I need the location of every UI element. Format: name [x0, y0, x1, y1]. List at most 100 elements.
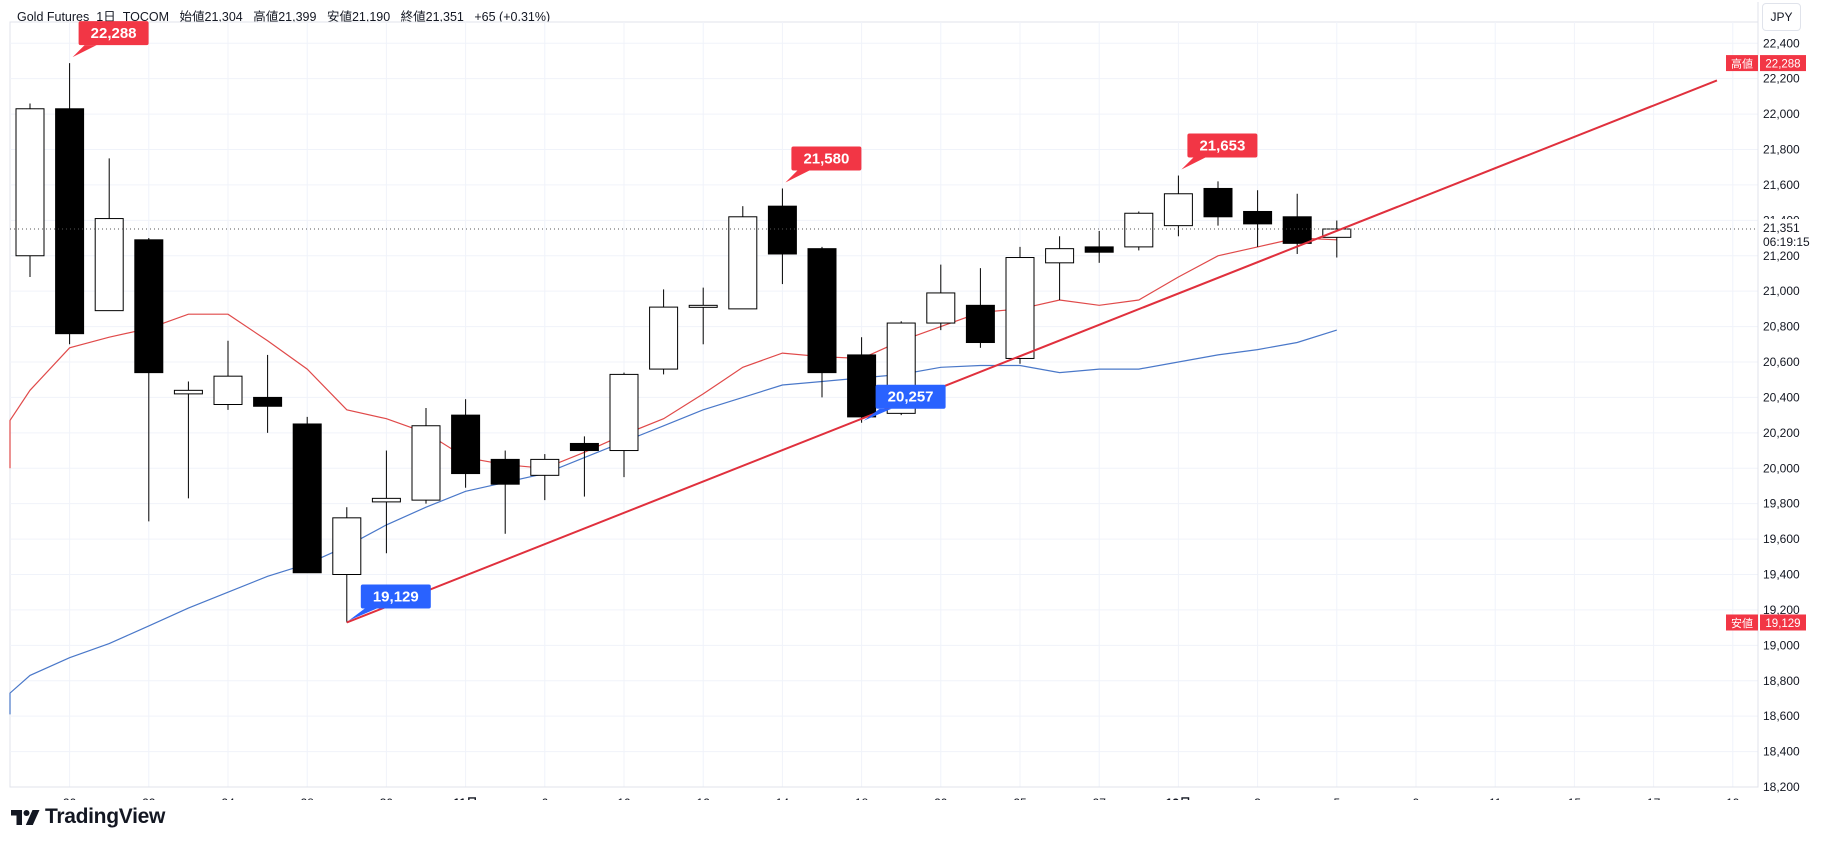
y-tick-label: 21,200 [1763, 249, 1800, 263]
axis-high-tag-label: 高値 [1731, 57, 1753, 71]
y-tick-label: 22,000 [1763, 107, 1800, 121]
candle-body [767, 205, 797, 255]
candle-body [728, 216, 758, 310]
countdown-timer: 06:19:15 [1763, 235, 1810, 249]
axis-low-badge-value: 19,129 [1765, 618, 1800, 630]
tradingview-brand[interactable]: TradingView [11, 805, 165, 829]
interval-label[interactable]: 1日 [96, 10, 116, 24]
low-callout-label: 19,129 [373, 588, 419, 605]
x-tick-label: 14 [776, 796, 790, 800]
x-tick-label: 15 [1568, 796, 1582, 800]
x-tick-label: 12 [697, 796, 711, 800]
x-tick-label: 10 [617, 796, 631, 800]
candle-body [451, 414, 481, 475]
ohlc-low: 安値21,190 [326, 10, 391, 24]
candle-body [1124, 212, 1154, 248]
x-tick-label: 20 [63, 796, 77, 800]
low-callout-label: 20,257 [888, 389, 934, 406]
ma-short-line [9, 237, 1337, 469]
candle-body [15, 108, 45, 257]
x-tick-label: 18 [855, 796, 869, 800]
low-callout-pointer [863, 408, 892, 421]
y-tick-label: 18,400 [1763, 745, 1800, 759]
x-tick-label: 5 [1333, 796, 1340, 800]
high-callout-pointer [72, 45, 97, 58]
tradingview-logo-icon [11, 810, 40, 825]
ohlc-high: 高値21,399 [253, 10, 317, 24]
candle-body [94, 218, 124, 312]
y-tick-label: 21,800 [1763, 143, 1800, 157]
ohlc-open: 始値21,304 [179, 10, 243, 24]
axis-high-badge-value: 22,288 [1765, 59, 1800, 71]
axis-low-tag [1726, 614, 1758, 631]
candle-body [134, 239, 164, 374]
candle-body [1203, 187, 1233, 218]
y-tick-label: 20,600 [1763, 355, 1800, 369]
candle-body [213, 375, 243, 405]
low-callout-box [875, 384, 946, 409]
candle-body [847, 354, 877, 418]
candle-body [1163, 193, 1193, 227]
x-tick-label: 20 [934, 796, 948, 800]
y-tick-label: 19,800 [1763, 497, 1800, 511]
y-tick-label: 21,000 [1763, 284, 1800, 298]
ma-long-line [9, 329, 1337, 715]
candle-body [253, 396, 283, 407]
y-tick-label: 20,400 [1763, 390, 1800, 404]
y-tick-label: 20,000 [1763, 461, 1800, 475]
candle-body [1243, 210, 1273, 225]
x-tick-label: 19 [1726, 796, 1740, 800]
y-tick-label: 22,200 [1763, 72, 1800, 86]
candle-body [371, 497, 401, 503]
candle-body [1045, 248, 1075, 264]
y-tick-label: 21,600 [1763, 178, 1800, 192]
candle-body [55, 108, 85, 335]
y-tick-label: 20,800 [1763, 320, 1800, 334]
trendline [346, 79, 1718, 624]
x-tick-label: 3 [1254, 796, 1261, 800]
y-tick-label: 22,400 [1763, 36, 1800, 50]
x-tick-label: 11月 [453, 796, 478, 800]
last-price-value: 21,351 [1763, 221, 1800, 235]
high-callout-box [791, 146, 862, 171]
high-callout-label: 21,653 [1199, 138, 1245, 155]
x-tick-label: 6 [541, 796, 548, 800]
x-tick-label: 27 [1093, 796, 1107, 800]
y-tick-label: 19,200 [1763, 603, 1800, 617]
y-tick-label: 18,800 [1763, 674, 1800, 688]
y-tick-label: 18,200 [1763, 780, 1800, 794]
x-tick-label: 9 [1413, 796, 1420, 800]
candle-body [490, 458, 520, 485]
symbol-name[interactable]: Gold Futures [17, 10, 90, 24]
candle-body [609, 373, 639, 452]
axis-high-tag [1726, 55, 1758, 72]
exchange-label: TOCOM [122, 10, 170, 24]
x-tick-label: 17 [1647, 796, 1661, 800]
brand-name: TradingView [45, 805, 166, 828]
x-tick-label: 11 [1489, 796, 1502, 800]
x-tick-label: 22 [142, 796, 156, 800]
candle-body [1084, 246, 1114, 253]
high-callout-label: 21,580 [803, 150, 849, 167]
y-tick-label: 20,200 [1763, 426, 1800, 440]
y-tick-label: 18,600 [1763, 709, 1800, 723]
axis-high-badge [1760, 55, 1806, 72]
x-tick-label: 12月 [1166, 796, 1191, 800]
candle-body [530, 458, 560, 476]
x-tick-label: 24 [221, 796, 235, 800]
price-chart[interactable]: 18,200 18,400 18,600 18,800 19,000 19,200 19,4… [0, 0, 1831, 800]
y-tick-label: 19,000 [1763, 638, 1800, 652]
candle-body [1282, 216, 1312, 244]
low-callout-box [360, 584, 431, 609]
ohlc-close: 終値21,351 [400, 10, 464, 24]
candle-body [965, 304, 995, 344]
candle-body [688, 304, 718, 308]
candle-body [292, 423, 322, 574]
high-callout-box [1187, 133, 1258, 158]
currency-selector[interactable]: JPY [1762, 3, 1801, 31]
last-price-badge [1759, 219, 1811, 252]
high-callout-pointer [785, 170, 810, 183]
high-callout-label: 22,288 [91, 25, 137, 42]
candle-body [173, 389, 203, 395]
candle-body [926, 292, 956, 324]
